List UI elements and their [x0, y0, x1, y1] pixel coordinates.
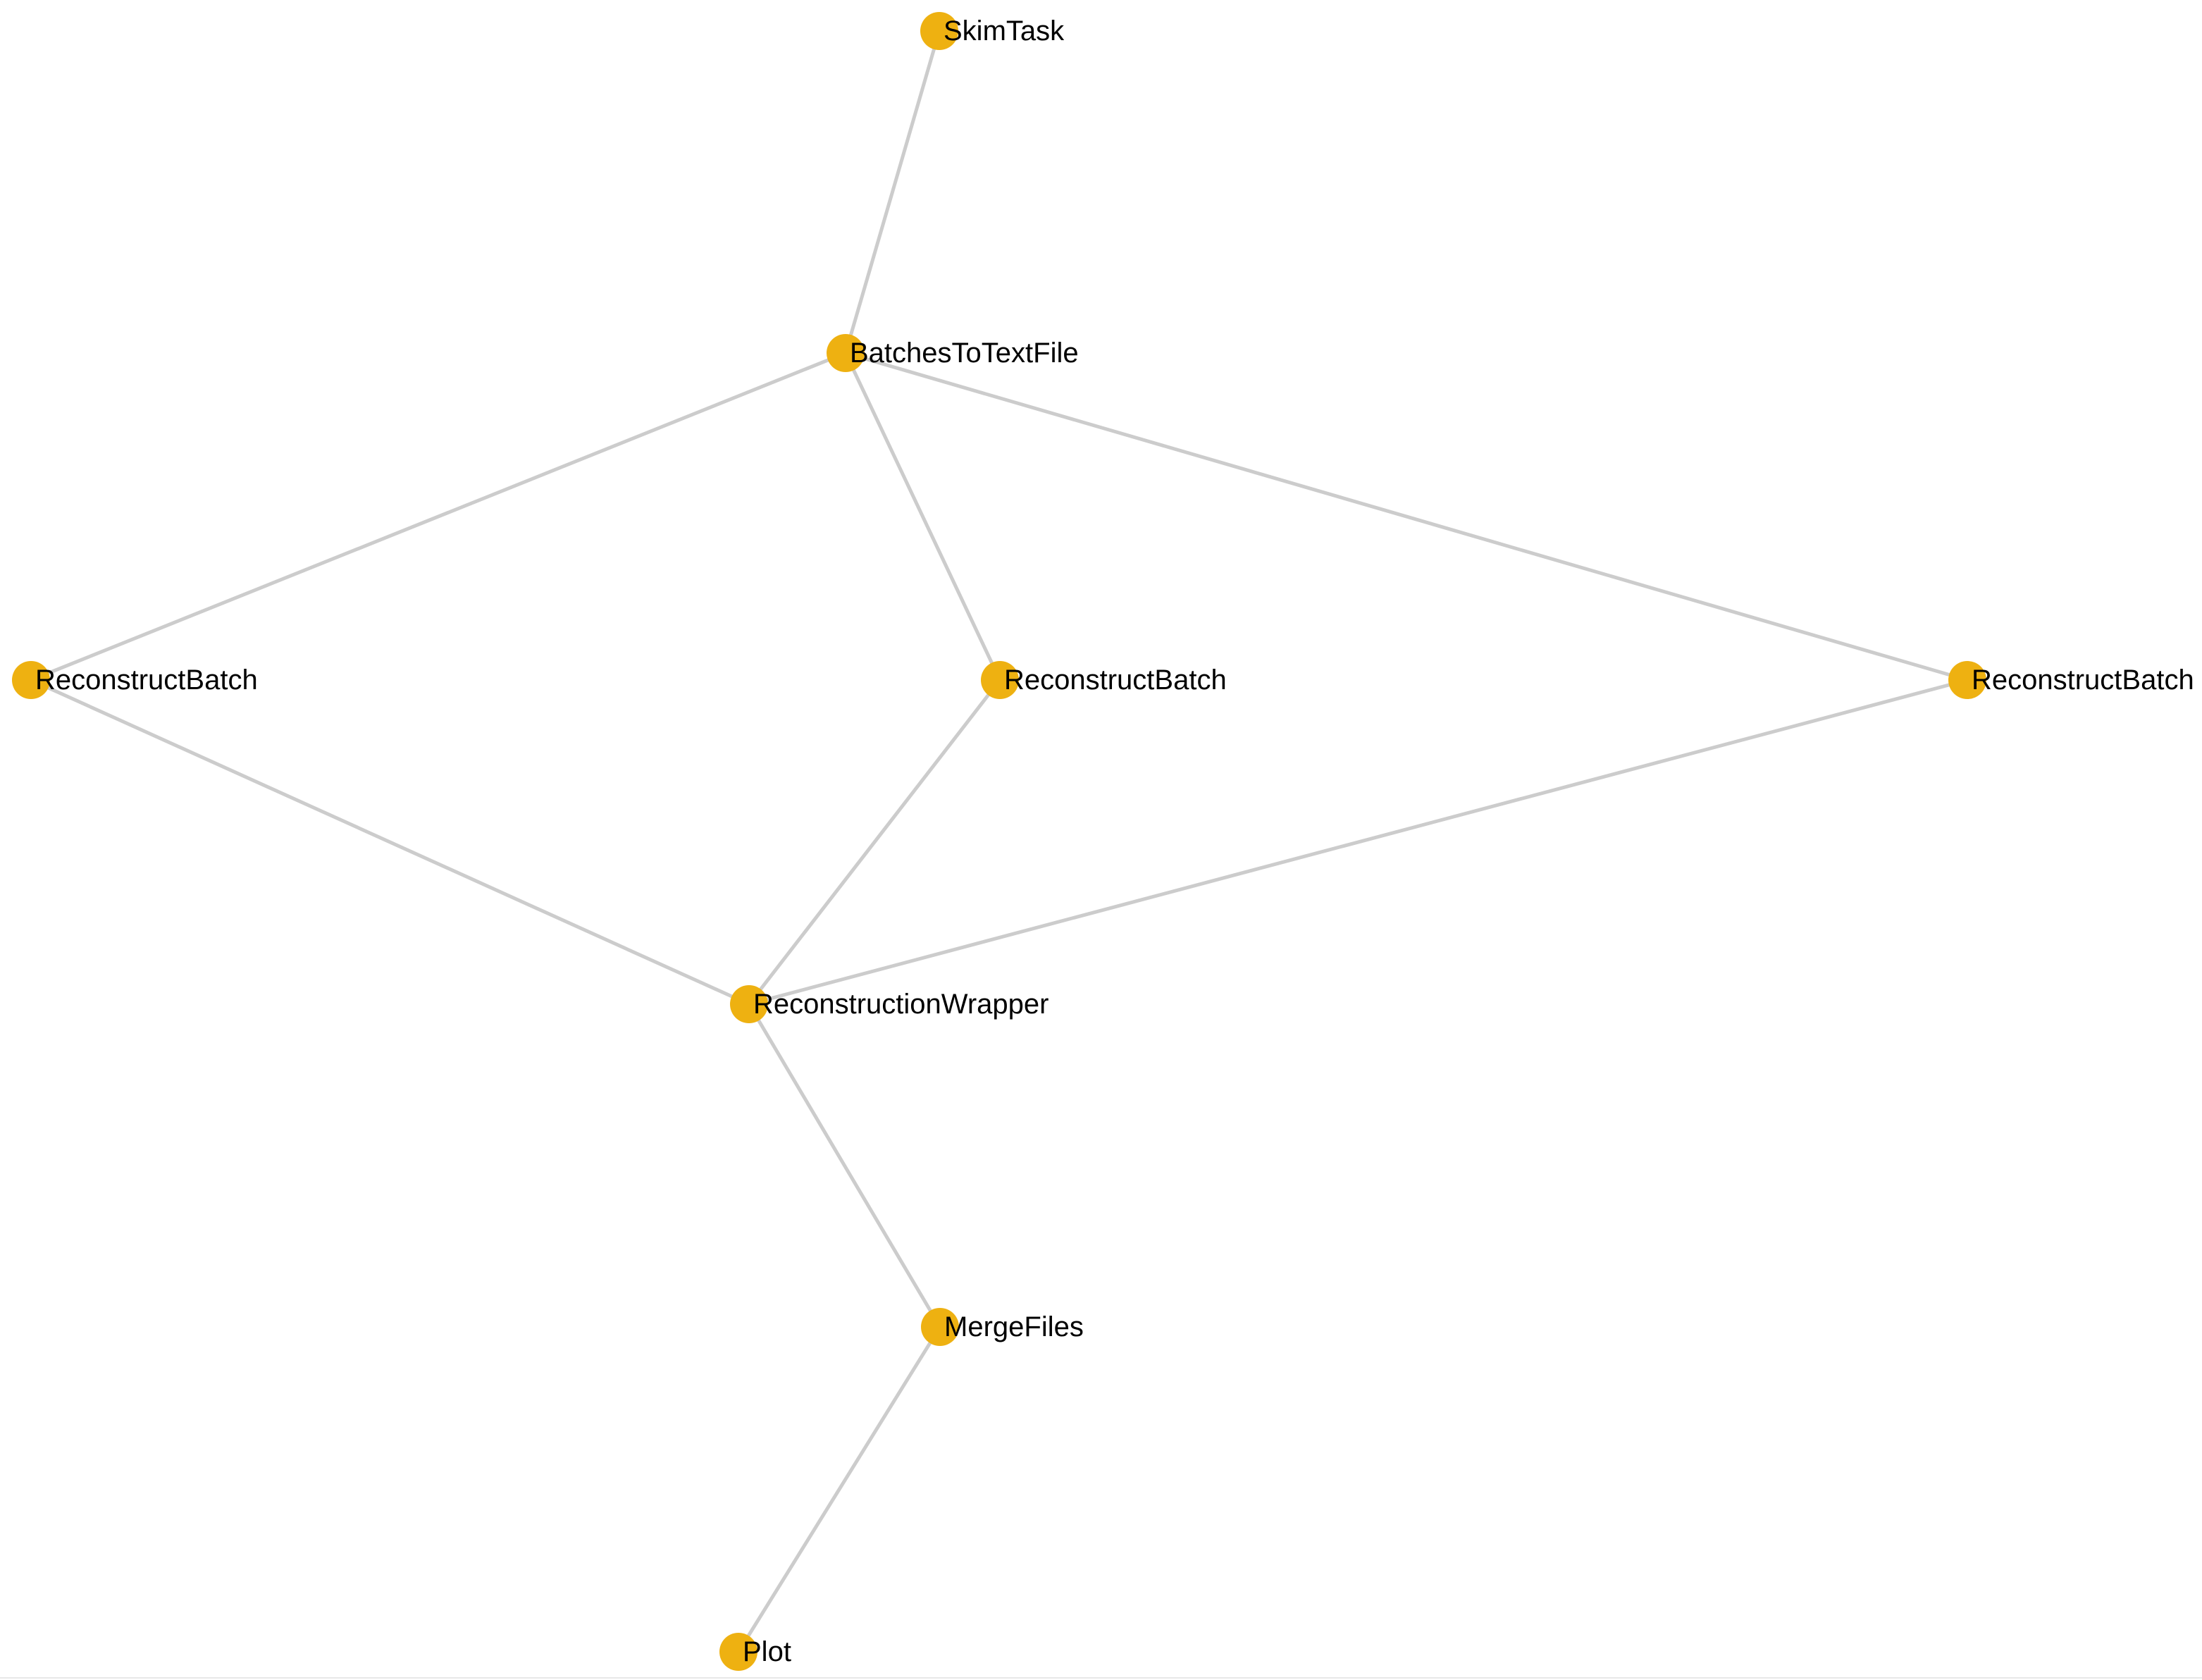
- svg-text:BatchesToTextFile: BatchesToTextFile: [850, 338, 1079, 369]
- svg-text:ReconstructBatch: ReconstructBatch: [1004, 665, 1227, 696]
- svg-text:ReconstructionWrapper: ReconstructionWrapper: [753, 989, 1049, 1020]
- svg-text:ReconstructBatch: ReconstructBatch: [1972, 665, 2194, 696]
- svg-text:SkimTask: SkimTask: [944, 16, 1065, 47]
- svg-text:MergeFiles: MergeFiles: [944, 1311, 1084, 1342]
- svg-text:ReconstructBatch: ReconstructBatch: [35, 665, 258, 696]
- svg-text:Plot: Plot: [743, 1636, 791, 1667]
